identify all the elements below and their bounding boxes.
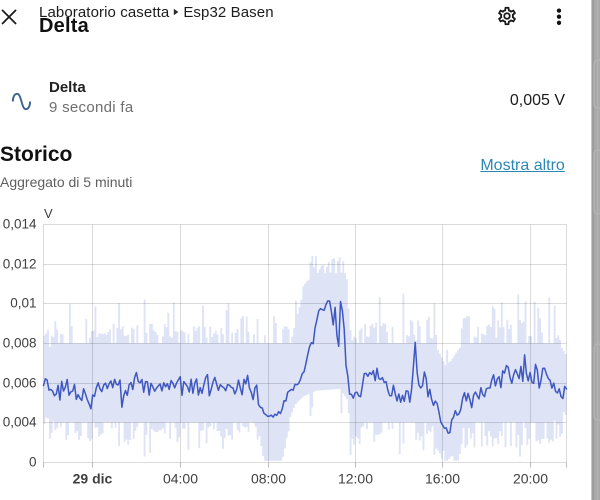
svg-text:0,008: 0,008 xyxy=(3,335,37,350)
svg-text:12:00: 12:00 xyxy=(338,471,373,487)
svg-text:04:00: 04:00 xyxy=(163,471,198,487)
svg-text:16:00: 16:00 xyxy=(425,471,460,487)
svg-text:0: 0 xyxy=(29,454,37,469)
svg-text:0,014: 0,014 xyxy=(3,216,37,231)
svg-text:08:00: 08:00 xyxy=(251,471,286,487)
svg-text:29 dic: 29 dic xyxy=(73,471,113,487)
svg-text:20:00: 20:00 xyxy=(513,471,548,487)
svg-text:0,01: 0,01 xyxy=(10,295,36,310)
svg-text:0,006: 0,006 xyxy=(3,375,37,390)
svg-text:V: V xyxy=(44,206,53,221)
svg-text:0,012: 0,012 xyxy=(3,256,37,271)
svg-text:0,004: 0,004 xyxy=(3,414,37,429)
